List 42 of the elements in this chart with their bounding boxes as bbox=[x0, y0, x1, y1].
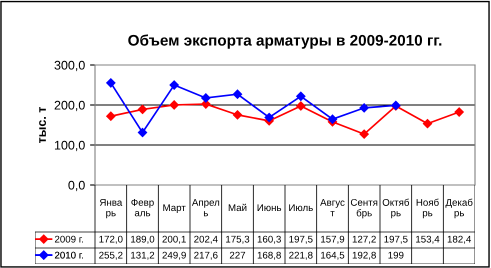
x-tick-label: Апрел ь bbox=[192, 199, 220, 216]
data-label: 157,9 bbox=[321, 236, 344, 244]
data-label: 160,3 bbox=[258, 236, 281, 244]
x-tick-label: Октяб рь bbox=[382, 198, 410, 218]
y-tick-label: 0,0 bbox=[68, 180, 85, 192]
x-tick-label: Декаб рь bbox=[446, 198, 472, 218]
data-label: 199 bbox=[388, 252, 404, 259]
data-label: 221,8 bbox=[289, 252, 313, 260]
data-label: 164,5 bbox=[321, 252, 344, 260]
x-tick-label: Сентя брь bbox=[350, 198, 378, 218]
data-label: 197,5 bbox=[384, 236, 408, 244]
data-label: 217,6 bbox=[194, 252, 218, 260]
data-label: 255,2 bbox=[99, 252, 123, 260]
data-label: 182,4 bbox=[448, 236, 472, 244]
data-label: 197,5 bbox=[289, 236, 313, 244]
chart-title: Объем экспорта арматуры в 2009-2010 гг. bbox=[128, 34, 442, 49]
x-tick-label: Нояб рь bbox=[416, 198, 439, 218]
x-tick-label: Июнь bbox=[258, 204, 282, 212]
data-label: 249,9 bbox=[162, 252, 186, 260]
data-label: 131,2 bbox=[131, 252, 154, 260]
data-label: 172,0 bbox=[99, 236, 123, 244]
legend-label: 2010 г. bbox=[54, 252, 83, 259]
y-tick-label: 300,0 bbox=[54, 60, 85, 72]
x-tick-label: Февр аль bbox=[131, 199, 154, 216]
data-label: 168,8 bbox=[258, 252, 281, 260]
x-tick-label: Май bbox=[228, 204, 246, 212]
x-tick-label: Июль bbox=[289, 204, 313, 212]
data-label: 175,3 bbox=[226, 236, 250, 244]
data-label: 192,8 bbox=[352, 252, 376, 260]
legend-label: 2009 г. bbox=[54, 236, 83, 243]
y-tick-label: 100,0 bbox=[54, 140, 85, 152]
x-tick-label: Март bbox=[163, 204, 186, 214]
x-tick-label: Янва рь bbox=[100, 199, 122, 218]
x-tick-label: Авгус т bbox=[320, 199, 345, 216]
data-label: 189,0 bbox=[131, 236, 154, 244]
data-label: 202,4 bbox=[194, 236, 218, 244]
data-label: 153,4 bbox=[416, 236, 440, 244]
data-label: 227 bbox=[230, 252, 246, 259]
data-label: 127,2 bbox=[352, 236, 376, 244]
y-tick-label: 200,0 bbox=[54, 100, 85, 112]
y-axis-title: тыс. т bbox=[39, 106, 46, 144]
data-label: 200,1 bbox=[162, 236, 186, 244]
